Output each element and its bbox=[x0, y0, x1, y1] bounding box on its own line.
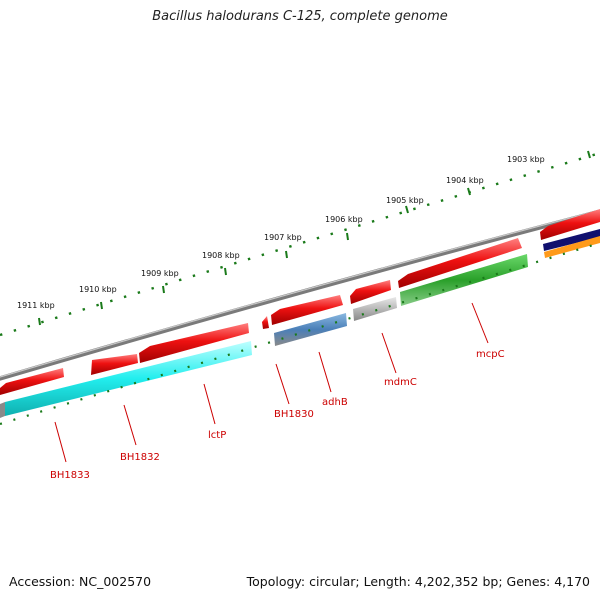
ruler-dots bbox=[0, 151, 600, 337]
cds-arrow bbox=[398, 238, 522, 288]
ruler-major-tick bbox=[162, 285, 165, 294]
ruler-major-tick bbox=[38, 317, 41, 326]
gene-label: mdmC bbox=[384, 377, 417, 388]
cds-arrow bbox=[350, 280, 391, 304]
feature-bar bbox=[400, 254, 528, 306]
gene-label: lctP bbox=[208, 430, 226, 441]
accession-text: Accession: NC_002570 bbox=[9, 574, 152, 589]
kbp-label: 1906 kbp bbox=[325, 215, 363, 224]
ruler-major-tick bbox=[285, 250, 288, 259]
gene-label: mcpC bbox=[476, 349, 505, 360]
kbp-label: 1911 kbp bbox=[17, 301, 55, 310]
ruler-major-tick bbox=[224, 267, 227, 276]
leader-line bbox=[318, 351, 332, 393]
kbp-labels: 1903 kbp 1904 kbp 1905 kbp 1906 kbp 1907… bbox=[17, 155, 545, 310]
leader-line bbox=[275, 363, 290, 405]
gene-label: BH1832 bbox=[120, 452, 160, 463]
gene-leaders bbox=[54, 302, 489, 463]
kbp-label: 1910 kbp bbox=[79, 285, 117, 294]
cds-arrow bbox=[262, 316, 269, 329]
map-title: Bacillus halodurans C-125, complete geno… bbox=[152, 9, 448, 24]
ruler-major-tick bbox=[587, 150, 591, 159]
feature-bar bbox=[0, 402, 5, 418]
cds-arrow bbox=[271, 295, 343, 325]
cds-arrow bbox=[540, 209, 600, 240]
leader-line bbox=[203, 383, 216, 425]
kbp-label: 1907 kbp bbox=[264, 233, 302, 242]
cds-arrow bbox=[0, 368, 64, 395]
ruler-major-tick bbox=[405, 205, 409, 214]
cds-arrow bbox=[91, 354, 138, 375]
gene-label: BH1830 bbox=[274, 409, 314, 420]
gene-label: adhB bbox=[322, 397, 348, 408]
ruler-major-tick bbox=[467, 187, 471, 196]
kbp-label: 1908 kbp bbox=[202, 251, 240, 260]
leader-line bbox=[381, 332, 397, 374]
ruler-major-tick bbox=[100, 301, 103, 310]
kbp-label: 1903 kbp bbox=[507, 155, 545, 164]
forward-cds-track bbox=[0, 209, 600, 395]
kbp-label: 1905 kbp bbox=[386, 196, 424, 205]
feature-track bbox=[0, 229, 600, 418]
genome-backbone bbox=[0, 209, 600, 381]
feature-bar bbox=[274, 313, 347, 346]
cds-arrow bbox=[139, 323, 249, 363]
genome-stats-text: Topology: circular; Length: 4,202,352 bp… bbox=[246, 574, 590, 589]
leader-line bbox=[471, 302, 489, 344]
feature-bar bbox=[544, 236, 600, 258]
gene-labels: BH1833 BH1832 lctP BH1830 adhB mdmC mcpC bbox=[50, 349, 505, 481]
feature-bar bbox=[543, 229, 600, 251]
genome-backbone-highlight bbox=[0, 209, 600, 378]
scale-ruler bbox=[0, 150, 600, 337]
feature-bar bbox=[5, 341, 252, 416]
gene-label: BH1833 bbox=[50, 470, 90, 481]
ruler-major-tick bbox=[346, 232, 349, 241]
leader-line bbox=[123, 404, 137, 446]
kbp-label: 1909 kbp bbox=[141, 269, 179, 278]
leader-line bbox=[54, 421, 67, 463]
kbp-label: 1904 kbp bbox=[446, 176, 484, 185]
